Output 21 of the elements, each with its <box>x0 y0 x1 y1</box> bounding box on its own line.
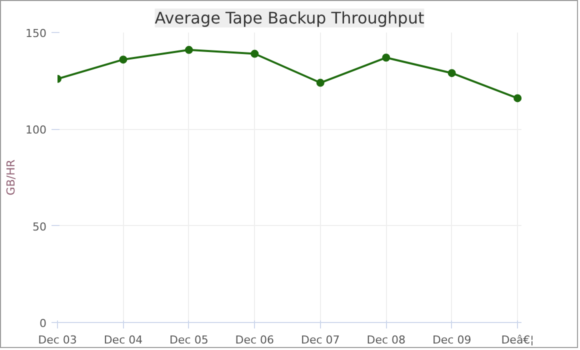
chart-title: Average Tape Backup Throughput <box>154 8 424 28</box>
x-tick-label: Dec 09 <box>432 334 472 346</box>
x-tick-label: Dec 07 <box>301 334 340 346</box>
point <box>382 54 390 62</box>
x-tick-label: Dec 05 <box>170 334 208 346</box>
x-tick-label: Dec 03 <box>38 334 77 346</box>
y-tick-label: 100 <box>26 124 47 137</box>
x-tick-label: Deâ€¦ <box>501 334 534 346</box>
point <box>250 50 259 58</box>
point <box>514 94 522 102</box>
x-tick-label: Dec 04 <box>104 334 143 346</box>
point <box>316 78 324 87</box>
point <box>448 69 456 78</box>
point <box>184 46 193 54</box>
y-tick-label: 50 <box>32 220 47 234</box>
y-axis-title: GB/HR <box>4 159 18 196</box>
y-tick-label: 150 <box>26 27 47 40</box>
point <box>119 56 128 64</box>
x-tick-label: Dec 08 <box>366 334 406 346</box>
y-tick-label: 0 <box>40 317 46 330</box>
x-tick-label: Dec 06 <box>235 334 274 346</box>
